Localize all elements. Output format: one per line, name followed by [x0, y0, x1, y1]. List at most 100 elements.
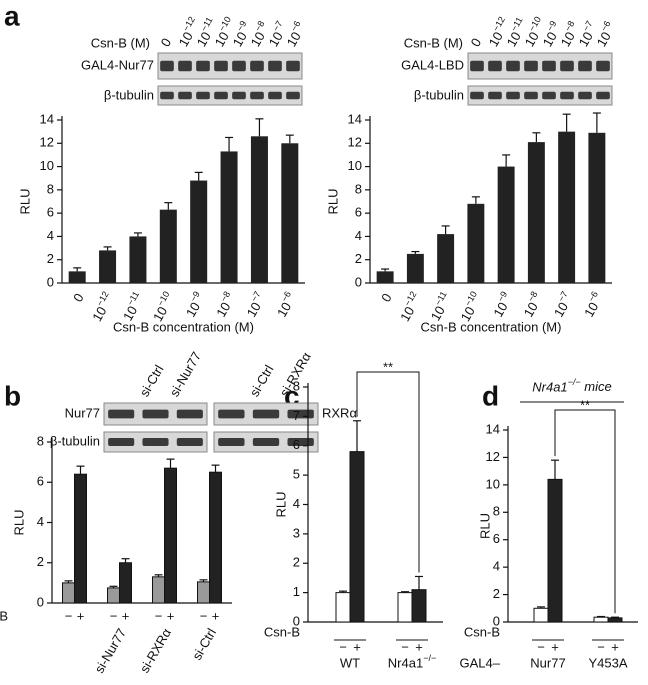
blot-band — [178, 60, 192, 72]
blot-band — [578, 91, 592, 100]
bar — [588, 132, 606, 283]
blot — [467, 85, 613, 106]
x-tick-label: 10−7 — [242, 290, 269, 320]
series-label: + — [353, 639, 361, 654]
y-tick-label: 2 — [47, 251, 54, 266]
y-tick-label: 8 — [355, 181, 362, 196]
series-label: − — [537, 639, 545, 654]
blot-band — [196, 91, 210, 100]
blot-band — [178, 91, 192, 100]
bar — [62, 582, 75, 604]
y-tick-label: 8 — [47, 181, 54, 196]
blot-band — [287, 438, 314, 446]
lane-label: 0 — [468, 35, 485, 49]
y-tick-label: 4 — [493, 559, 500, 574]
blot-band — [596, 91, 610, 100]
bar — [406, 253, 424, 283]
y-tick-label: 14 — [348, 111, 362, 126]
series-label: + — [77, 608, 85, 623]
bar — [209, 471, 222, 604]
significance-bracket — [554, 409, 616, 614]
blot-label: Nur77 — [65, 405, 100, 420]
y-tick-label: 6 — [355, 205, 362, 220]
y-tick-label: 6 — [293, 437, 300, 452]
group-prefix: GAL4– — [460, 655, 501, 670]
annotation: ** — [383, 359, 393, 374]
y-axis-label: RLU — [477, 513, 492, 539]
y-tick-label: 6 — [37, 474, 44, 489]
bar — [119, 562, 132, 604]
bar — [74, 473, 87, 604]
blot-label: GAL4-Nur77 — [81, 57, 154, 72]
lane-label: si-Ctrl — [247, 362, 277, 399]
series-label: + — [122, 608, 130, 623]
y-tick-label: 14 — [486, 421, 500, 436]
blot-band — [232, 91, 246, 100]
y-tick-label: 6 — [47, 205, 54, 220]
x-tick-label: si-Nur77 — [92, 626, 130, 676]
y-tick-label: 6 — [493, 531, 500, 546]
series-label: + — [415, 639, 423, 654]
bar — [99, 250, 117, 283]
y-tick-label: 10 — [348, 158, 362, 173]
y-tick-label: 4 — [293, 496, 300, 511]
bar — [164, 467, 177, 604]
x-tick-label: 10−6 — [272, 290, 299, 320]
y-tick-label: 2 — [493, 586, 500, 601]
y-tick-label: 2 — [293, 555, 300, 570]
lane-label: 0 — [158, 35, 175, 49]
y-tick-label: 12 — [486, 449, 500, 464]
y-tick-label: 4 — [37, 514, 44, 529]
blot-band — [218, 409, 245, 419]
blot-band — [196, 60, 210, 72]
bar — [190, 180, 208, 283]
blot-band — [524, 60, 538, 72]
treatment-label: Csn-B — [264, 624, 300, 639]
blot-band — [250, 60, 264, 72]
significance-bracket — [356, 371, 420, 573]
blot-band — [542, 60, 556, 72]
y-tick-label: 3 — [293, 525, 300, 540]
y-tick-label: 0 — [37, 594, 44, 609]
blot-band — [108, 409, 135, 419]
blot-band — [506, 60, 520, 72]
blot-band — [578, 60, 592, 72]
x-tick-label: 10−8 — [519, 290, 546, 320]
blot-label: GAL4-LBD — [401, 57, 464, 72]
blot-band — [470, 60, 484, 72]
treatment-label: Csn-B (M) — [404, 35, 463, 50]
series-label: − — [339, 639, 347, 654]
x-tick-label: 10−11 — [426, 290, 455, 324]
bar — [335, 592, 351, 623]
blot-band — [560, 60, 574, 72]
blot-band — [252, 438, 280, 446]
blot-band — [252, 409, 280, 419]
y-tick-label: 14 — [40, 111, 54, 126]
x-tick-label: si-Ctrl — [189, 626, 219, 663]
blot-band — [470, 91, 484, 100]
annotation: ** — [580, 397, 590, 412]
x-tick-label: 10−9 — [489, 290, 516, 320]
blot-band — [268, 60, 282, 72]
series-label: − — [65, 608, 73, 623]
blot-band — [524, 91, 538, 100]
treatment-label: Csn-B — [464, 624, 500, 639]
x-tick-label: si-RXRα — [137, 625, 175, 675]
y-tick-label: 2 — [355, 251, 362, 266]
blot-band — [287, 409, 314, 419]
bar — [349, 451, 365, 623]
series-label: + — [551, 639, 559, 654]
bar — [250, 136, 268, 283]
x-tick-label: 10−9 — [181, 290, 208, 320]
blot-band — [286, 60, 300, 72]
blot-label: β-tubulin — [50, 433, 100, 448]
y-axis-label: RLU — [17, 188, 32, 214]
x-tick-label: 10−6 — [579, 290, 606, 320]
y-tick-label: 12 — [40, 135, 54, 150]
blot-band — [560, 91, 574, 100]
bar — [533, 607, 549, 623]
blot-band — [142, 409, 169, 419]
blot-band — [542, 91, 556, 100]
x-axis-label: Csn-B concentration (M) — [421, 319, 562, 334]
